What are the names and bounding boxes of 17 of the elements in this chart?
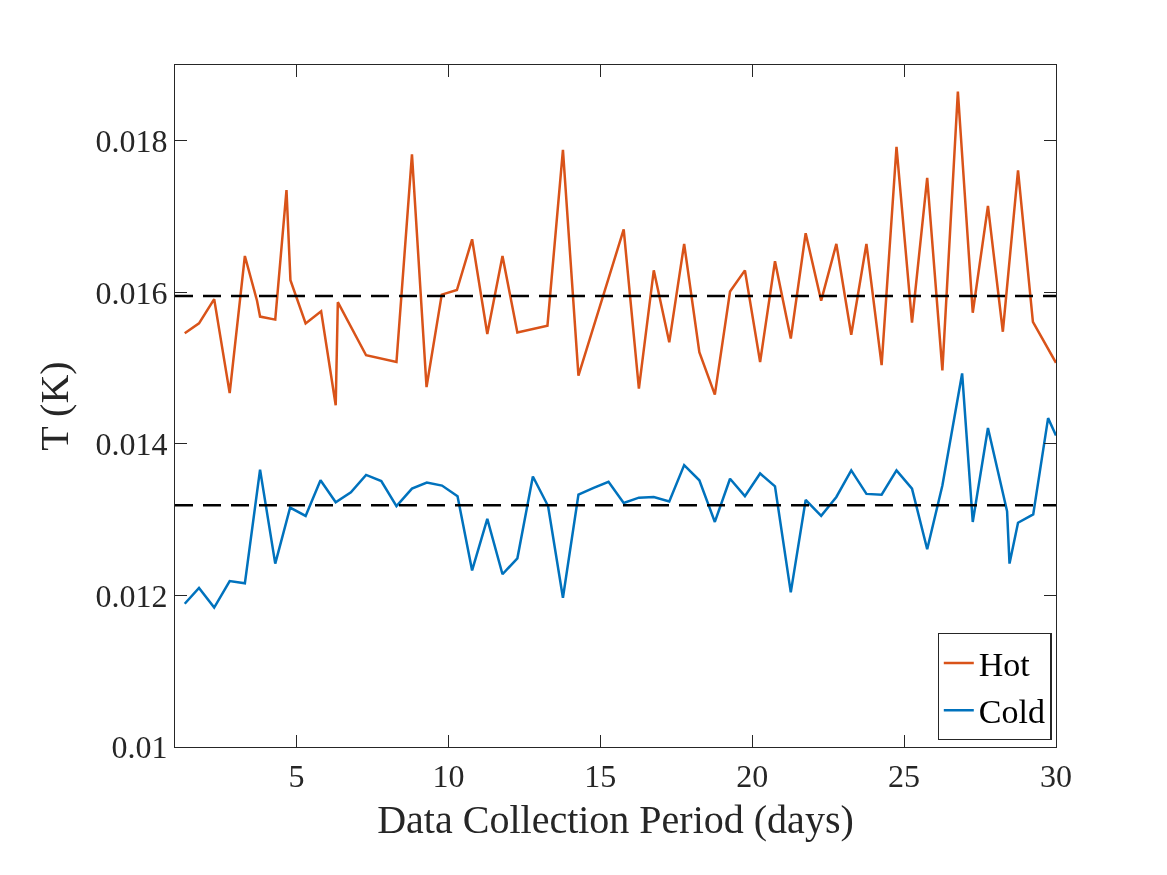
y-axis-title: T (K) [32,361,77,451]
x-axis-title: Data Collection Period (days) [377,797,854,842]
y-tick-label: 0.01 [111,729,168,766]
y-tick-label: 0.014 [95,426,168,463]
x-tick-label: 10 [432,757,465,794]
x-tick-label: 30 [1040,757,1072,794]
legend-label: Cold [978,693,1045,731]
legend-label: Hot [978,646,1031,684]
x-tick-label: 25 [888,757,921,794]
x-tick-label: 20 [736,757,769,794]
x-tick-label: 5 [288,757,305,794]
line-series [183,372,1056,609]
y-tick-label: 0.018 [95,122,168,159]
y-tick-label: 0.012 [95,577,168,614]
x-tick-label: 15 [584,757,617,794]
y-tick-label: 0.016 [95,274,168,311]
line-series [183,90,1056,407]
